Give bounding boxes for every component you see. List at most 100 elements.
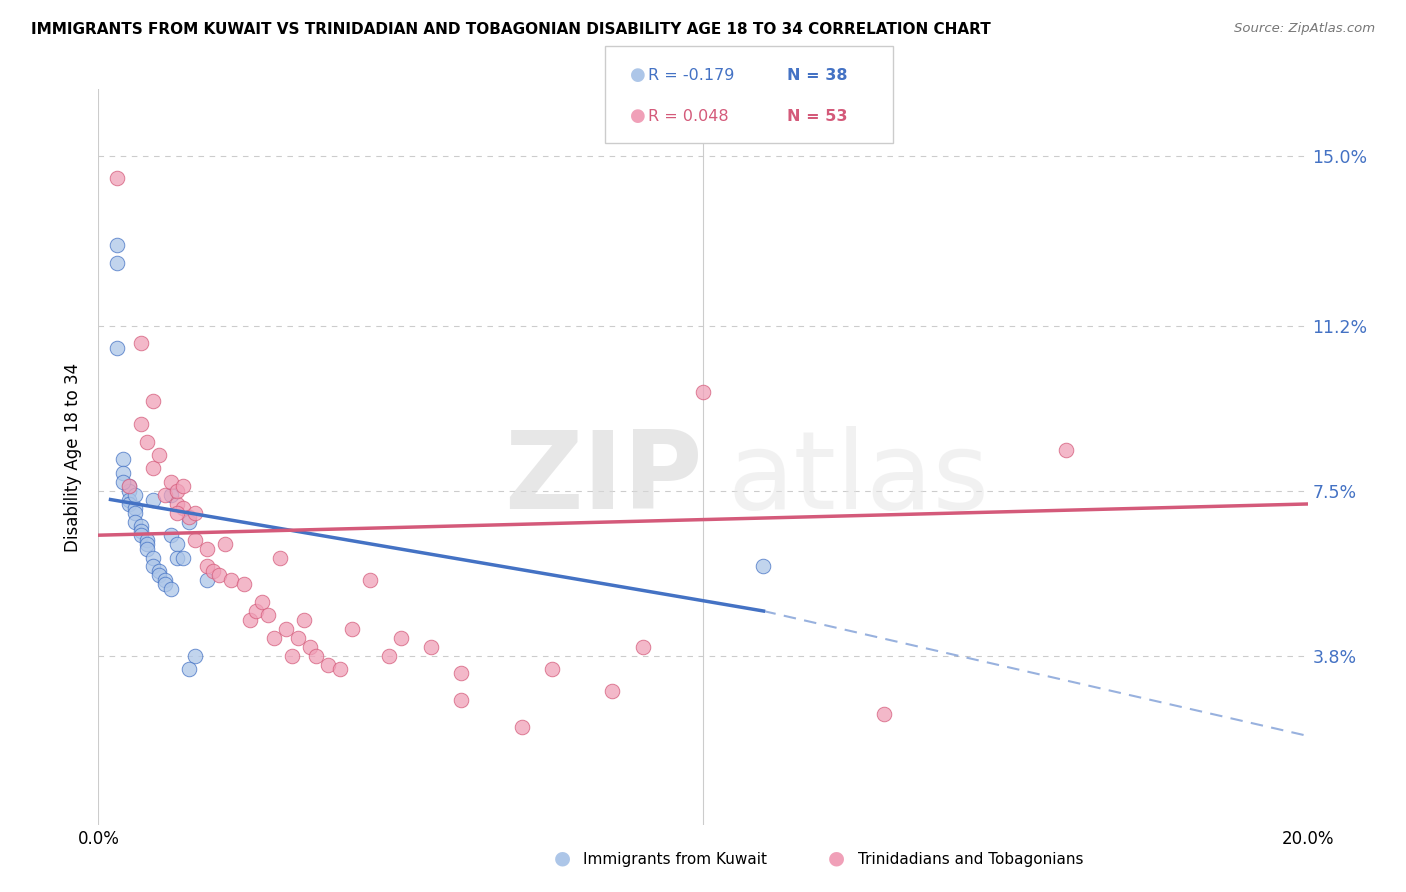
Point (111, 466, 134, 480)
Point (118, 479, 141, 493)
Text: Trinidadians and Tobagonians: Trinidadians and Tobagonians (858, 852, 1083, 867)
Point (329, 662, 352, 676)
Point (540, 662, 562, 676)
Point (124, 515, 146, 529)
Point (148, 448, 170, 462)
Text: ●: ● (630, 107, 645, 126)
Point (305, 648, 328, 663)
Point (153, 577, 176, 591)
Point (118, 479, 141, 493)
Point (160, 582, 183, 596)
Text: N = 38: N = 38 (787, 68, 848, 83)
Point (184, 506, 207, 520)
Text: R = 0.048: R = 0.048 (648, 109, 728, 124)
Point (105, 171, 128, 186)
Point (221, 573, 243, 587)
Point (129, 336, 152, 351)
Point (160, 488, 183, 502)
Point (195, 541, 218, 556)
Point (105, 341, 128, 355)
Point (316, 657, 339, 672)
Point (124, 501, 146, 516)
Point (179, 662, 201, 676)
Point (129, 524, 152, 538)
Point (263, 631, 285, 645)
Point (281, 648, 304, 663)
Point (153, 488, 176, 502)
Point (179, 515, 201, 529)
Point (111, 475, 134, 489)
Point (166, 483, 188, 498)
Point (129, 417, 152, 431)
Point (1054, 443, 1077, 458)
Point (160, 475, 183, 489)
Text: ●: ● (630, 66, 645, 85)
Text: Immigrants from Kuwait: Immigrants from Kuwait (583, 852, 768, 867)
Point (166, 537, 188, 551)
Point (692, 385, 714, 400)
Point (129, 519, 152, 533)
Text: atlas: atlas (727, 426, 990, 533)
Point (299, 640, 322, 654)
Point (160, 528, 183, 542)
Point (195, 573, 218, 587)
Point (631, 640, 654, 654)
Point (245, 604, 267, 618)
Point (250, 595, 273, 609)
Point (510, 720, 533, 734)
Point (184, 648, 207, 663)
Point (420, 640, 443, 654)
Point (239, 613, 262, 627)
Text: ●: ● (554, 848, 571, 867)
Point (195, 559, 218, 574)
Point (602, 684, 624, 698)
Point (124, 506, 146, 520)
Point (111, 452, 134, 467)
Point (389, 631, 412, 645)
Point (184, 533, 207, 547)
Point (752, 559, 775, 574)
Point (142, 461, 165, 475)
Point (135, 541, 157, 556)
Point (135, 434, 157, 449)
Point (142, 550, 165, 565)
Point (118, 497, 141, 511)
Point (166, 506, 188, 520)
Point (105, 238, 128, 252)
Point (118, 483, 141, 498)
Text: R = -0.179: R = -0.179 (648, 68, 734, 83)
Point (148, 568, 170, 582)
Point (269, 550, 291, 565)
Point (166, 497, 188, 511)
Point (166, 550, 188, 565)
Text: N = 53: N = 53 (787, 109, 848, 124)
Point (450, 666, 472, 681)
Point (232, 577, 254, 591)
Point (172, 479, 194, 493)
Point (118, 492, 141, 507)
Point (256, 608, 278, 623)
Point (124, 488, 146, 502)
Point (360, 573, 382, 587)
Point (135, 537, 157, 551)
Point (142, 492, 165, 507)
Text: IMMIGRANTS FROM KUWAIT VS TRINIDADIAN AND TOBAGONIAN DISABILITY AGE 18 TO 34 COR: IMMIGRANTS FROM KUWAIT VS TRINIDADIAN AN… (31, 22, 991, 37)
Point (179, 510, 201, 524)
Point (873, 706, 896, 721)
Point (142, 559, 165, 574)
Point (274, 622, 297, 636)
Point (377, 648, 399, 663)
Point (172, 501, 194, 516)
Point (342, 622, 364, 636)
Point (214, 537, 236, 551)
Point (129, 528, 152, 542)
Y-axis label: Disability Age 18 to 34: Disability Age 18 to 34 (65, 362, 83, 552)
Point (135, 533, 157, 547)
Point (287, 631, 309, 645)
Point (208, 568, 231, 582)
Point (153, 573, 176, 587)
Text: ●: ● (828, 848, 845, 867)
Text: Source: ZipAtlas.com: Source: ZipAtlas.com (1234, 22, 1375, 36)
Point (450, 693, 472, 707)
Text: ZIP: ZIP (505, 426, 703, 533)
